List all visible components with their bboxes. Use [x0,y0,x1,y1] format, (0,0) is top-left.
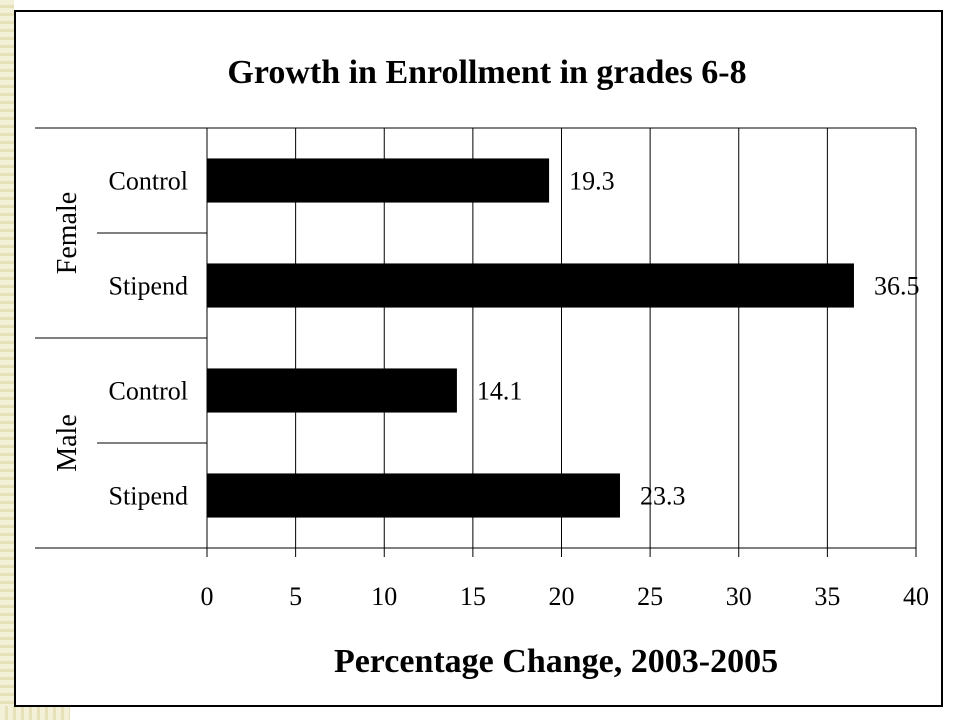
category-label: Control [109,167,188,196]
bottom-decorative-strip [0,706,70,720]
x-tick-label: 10 [371,582,397,611]
x-tick-label: 0 [201,582,214,611]
group-label: Male [52,414,83,472]
x-tick-label: 30 [726,582,752,611]
data-label: 14.1 [477,377,523,406]
bar [207,263,854,308]
left-decorative-strip [0,0,14,720]
data-label: 23.3 [640,482,686,511]
data-label: 19.3 [569,167,615,196]
category-label: Stipend [109,272,188,301]
x-tick-label: 5 [289,582,302,611]
chart-frame: Growth in Enrollment in grades 6-8 19.3 3… [14,10,943,707]
x-axis-label: Percentage Change, 2003-2005 [334,643,778,680]
data-label: 36.5 [874,272,920,301]
x-tick-label: 35 [814,582,840,611]
x-tick-label: 40 [903,582,929,611]
axis-group: 0 5 10 15 20 25 30 35 40 Control Stipend Control Sti… [35,127,929,611]
bar [207,158,550,203]
bar [207,368,457,413]
x-tick-label: 20 [549,582,575,611]
x-tick-label: 25 [637,582,663,611]
category-label: Control [109,377,188,406]
x-tick-label: 15 [460,582,486,611]
group-label: Female [52,192,83,274]
bar-chart: Growth in Enrollment in grades 6-8 19.3 3… [35,54,929,680]
bar [207,473,620,518]
category-label: Stipend [109,482,188,511]
bars-group: 19.3 36.5 14.1 23.3 [207,158,920,518]
chart-title: Growth in Enrollment in grades 6-8 [227,54,746,91]
